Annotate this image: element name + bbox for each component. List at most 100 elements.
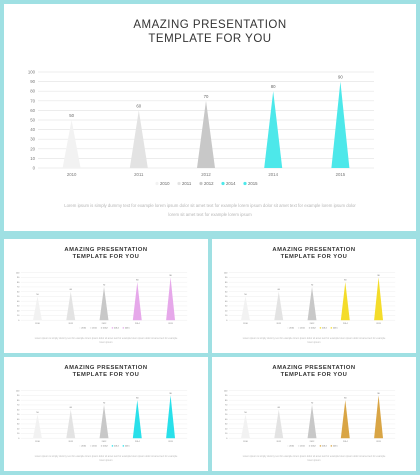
y-tick-label: 0 xyxy=(18,438,20,440)
x-tick-label: 2010 xyxy=(243,323,249,325)
y-tick-label: 30 xyxy=(17,424,20,426)
y-tick-label: 100 xyxy=(16,272,20,274)
bar-triangle xyxy=(66,409,76,439)
legend-marker xyxy=(89,445,92,447)
data-label: 70 xyxy=(103,402,106,404)
legend-label: 2014 xyxy=(322,328,328,330)
slide-description: Lorem ipsum is simply dummy text for exa… xyxy=(34,455,178,462)
bar-triangle xyxy=(241,296,250,321)
y-tick-label: 0 xyxy=(33,166,36,171)
data-label: 70 xyxy=(103,284,106,286)
bar-triangle xyxy=(374,277,384,321)
legend-label: 2012 xyxy=(103,328,109,330)
bar-triangle xyxy=(340,400,350,439)
data-label: 50 xyxy=(36,294,39,296)
y-tick-label: 60 xyxy=(225,291,228,293)
y-tick-label: 30 xyxy=(225,424,228,426)
data-label: 70 xyxy=(204,94,209,99)
bar-triangle xyxy=(264,91,283,168)
bar-triangle xyxy=(166,277,176,321)
legend-label: 2011 xyxy=(182,181,192,186)
triangle-bar-chart: 0 10 20 30 40 50 60 70 80 90 100 50 2010 60 2011 70 2012… xyxy=(16,390,188,448)
legend-label: 2015 xyxy=(125,446,131,448)
data-label: 60 xyxy=(278,289,281,291)
y-tick-label: 100 xyxy=(224,390,228,392)
main-slide[interactable]: AMAZING PRESENTATION TEMPLATE FOR YOU 0 1… xyxy=(4,4,416,231)
y-tick-label: 60 xyxy=(17,409,20,411)
y-tick-label: 40 xyxy=(225,301,228,303)
y-tick-label: 80 xyxy=(30,89,35,94)
legend-marker xyxy=(122,445,125,447)
legend-label: 2010 xyxy=(289,446,295,448)
y-tick-label: 70 xyxy=(225,287,228,289)
y-tick-label: 80 xyxy=(17,282,20,284)
x-tick-label: 2015 xyxy=(336,172,346,177)
title-line-2: TEMPLATE FOR YOU xyxy=(280,372,348,378)
data-label: 80 xyxy=(136,280,139,282)
x-tick-label: 2012 xyxy=(310,323,316,325)
legend-label: 2015 xyxy=(248,181,258,186)
title-line-2: TEMPLATE FOR YOU xyxy=(148,33,272,45)
legend-label: 2010 xyxy=(81,446,87,448)
title-line-1: AMAZING PRESENTATION xyxy=(133,19,287,31)
x-tick-label: 2014 xyxy=(268,172,278,177)
legend-marker xyxy=(199,181,203,186)
data-label: 60 xyxy=(136,103,141,108)
y-tick-label: 100 xyxy=(224,272,228,274)
bar-triangle xyxy=(33,414,42,439)
legend-label: 2012 xyxy=(204,181,214,186)
y-tick-label: 10 xyxy=(17,433,20,435)
x-tick-label: 2015 xyxy=(168,441,174,443)
data-label: 90 xyxy=(377,393,380,395)
y-tick-label: 90 xyxy=(225,395,228,397)
thumbnail-slide-1[interactable]: AMAZING PRESENTATION TEMPLATE FOR YOU 0 1… xyxy=(4,239,208,353)
triangle-bar-chart: 0 10 20 30 40 50 60 70 80 90 100 50 2010 60 2011 70 2012… xyxy=(224,390,396,448)
x-tick-label: 2015 xyxy=(376,441,382,443)
data-label: 50 xyxy=(69,113,74,118)
y-tick-label: 20 xyxy=(225,428,228,430)
legend-marker xyxy=(330,327,333,329)
x-tick-label: 2010 xyxy=(35,323,41,325)
bar-triangle xyxy=(132,282,142,321)
title-line-1: AMAZING PRESENTATION xyxy=(64,365,148,371)
data-label: 50 xyxy=(36,412,39,414)
legend-marker xyxy=(155,181,159,186)
legend-marker xyxy=(78,327,81,329)
legend-marker xyxy=(286,445,289,447)
y-tick-label: 40 xyxy=(30,127,35,132)
bar-triangle xyxy=(307,286,317,321)
thumbnail-slide-2[interactable]: AMAZING PRESENTATION TEMPLATE FOR YOU 0 1… xyxy=(212,239,416,353)
bar-triangle xyxy=(129,110,148,168)
y-tick-label: 40 xyxy=(17,301,20,303)
bar-triangle xyxy=(132,400,142,439)
legend-label: 2011 xyxy=(92,446,97,448)
legend-marker xyxy=(297,327,300,329)
thumbnail-slide-4[interactable]: AMAZING PRESENTATION TEMPLATE FOR YOU 0 1… xyxy=(212,357,416,471)
slide-description: Lorem ipsum is simply dummy text for exa… xyxy=(64,203,356,217)
x-tick-label: 2011 xyxy=(68,323,73,325)
y-tick-label: 50 xyxy=(225,414,228,416)
y-tick-label: 90 xyxy=(17,277,20,279)
y-tick-label: 70 xyxy=(225,405,228,407)
y-tick-label: 90 xyxy=(17,395,20,397)
title-line-2: TEMPLATE FOR YOU xyxy=(280,254,348,260)
x-tick-label: 2011 xyxy=(68,441,73,443)
x-tick-label: 2012 xyxy=(102,441,108,443)
data-label: 70 xyxy=(311,284,314,286)
legend-label: 2015 xyxy=(125,328,131,330)
legend-marker xyxy=(297,445,300,447)
x-tick-label: 2012 xyxy=(201,172,211,177)
slide-title: AMAZING PRESENTATION TEMPLATE FOR YOU xyxy=(212,247,416,261)
legend-marker xyxy=(308,445,311,447)
y-tick-label: 70 xyxy=(17,287,20,289)
slide-description: Lorem ipsum is simply dummy text for exa… xyxy=(34,337,178,344)
legend-marker xyxy=(308,327,311,329)
y-tick-label: 20 xyxy=(17,310,20,312)
slide-description: Lorem ipsum is simply dummy text for exa… xyxy=(242,337,386,344)
triangle-bar-chart: 0 10 20 30 40 50 60 70 80 90 100 50 2010 60 2011 70 2012… xyxy=(16,272,188,330)
bar-triangle xyxy=(331,81,350,168)
thumbnail-slide-3[interactable]: AMAZING PRESENTATION TEMPLATE FOR YOU 0 1… xyxy=(4,357,208,471)
y-tick-label: 0 xyxy=(226,438,228,440)
x-tick-label: 2014 xyxy=(343,323,349,325)
bar-triangle xyxy=(241,414,250,439)
